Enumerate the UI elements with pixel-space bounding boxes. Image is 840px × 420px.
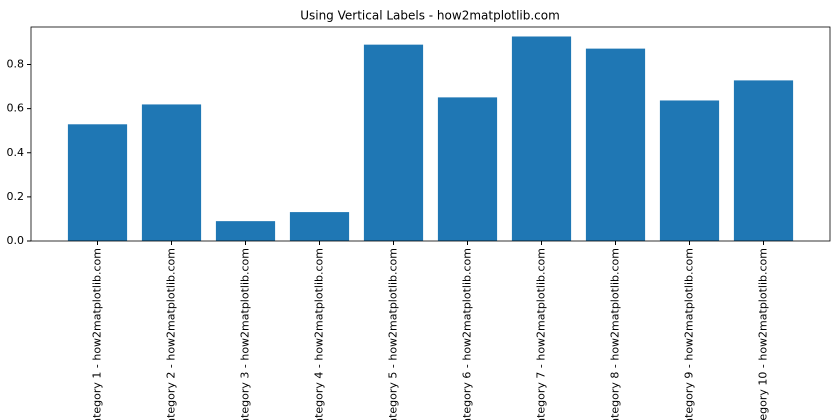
y-tick-label: 0.6 xyxy=(7,102,25,115)
bar xyxy=(363,44,424,242)
bar xyxy=(141,104,202,242)
bar xyxy=(585,48,646,241)
x-tick-label: Category 6 - how2matplotlib.com xyxy=(461,248,474,420)
y-tick-label: 0.8 xyxy=(7,58,25,71)
bar xyxy=(437,97,498,241)
bar xyxy=(733,80,794,241)
bar xyxy=(289,212,350,241)
bar xyxy=(659,100,720,242)
x-tick-label: Category 9 - how2matplotlib.com xyxy=(683,248,696,420)
x-tick-label: Category 5 - how2matplotlib.com xyxy=(387,248,400,420)
x-tick-label: Category 4 - how2matplotlib.com xyxy=(313,248,326,420)
x-tick-label: Category 3 - how2matplotlib.com xyxy=(239,248,252,420)
chart-title: Using Vertical Labels - how2matplotlib.c… xyxy=(300,9,560,23)
bar xyxy=(215,221,276,241)
x-tick-label: Category 2 - how2matplotlib.com xyxy=(165,248,178,420)
bar xyxy=(511,36,572,241)
y-tick-label: 0.0 xyxy=(7,234,25,247)
x-tick-label: Category 8 - how2matplotlib.com xyxy=(609,248,622,420)
x-tick-label: Category 1 - how2matplotlib.com xyxy=(91,248,104,420)
y-tick-label: 0.2 xyxy=(7,190,25,203)
plot-frame xyxy=(30,26,831,242)
x-tick-label: Category 7 - how2matplotlib.com xyxy=(535,248,548,420)
bar xyxy=(67,124,128,241)
x-tick-label: Category 10 - how2matplotlib.com xyxy=(757,248,770,420)
y-tick-label: 0.4 xyxy=(7,146,25,159)
